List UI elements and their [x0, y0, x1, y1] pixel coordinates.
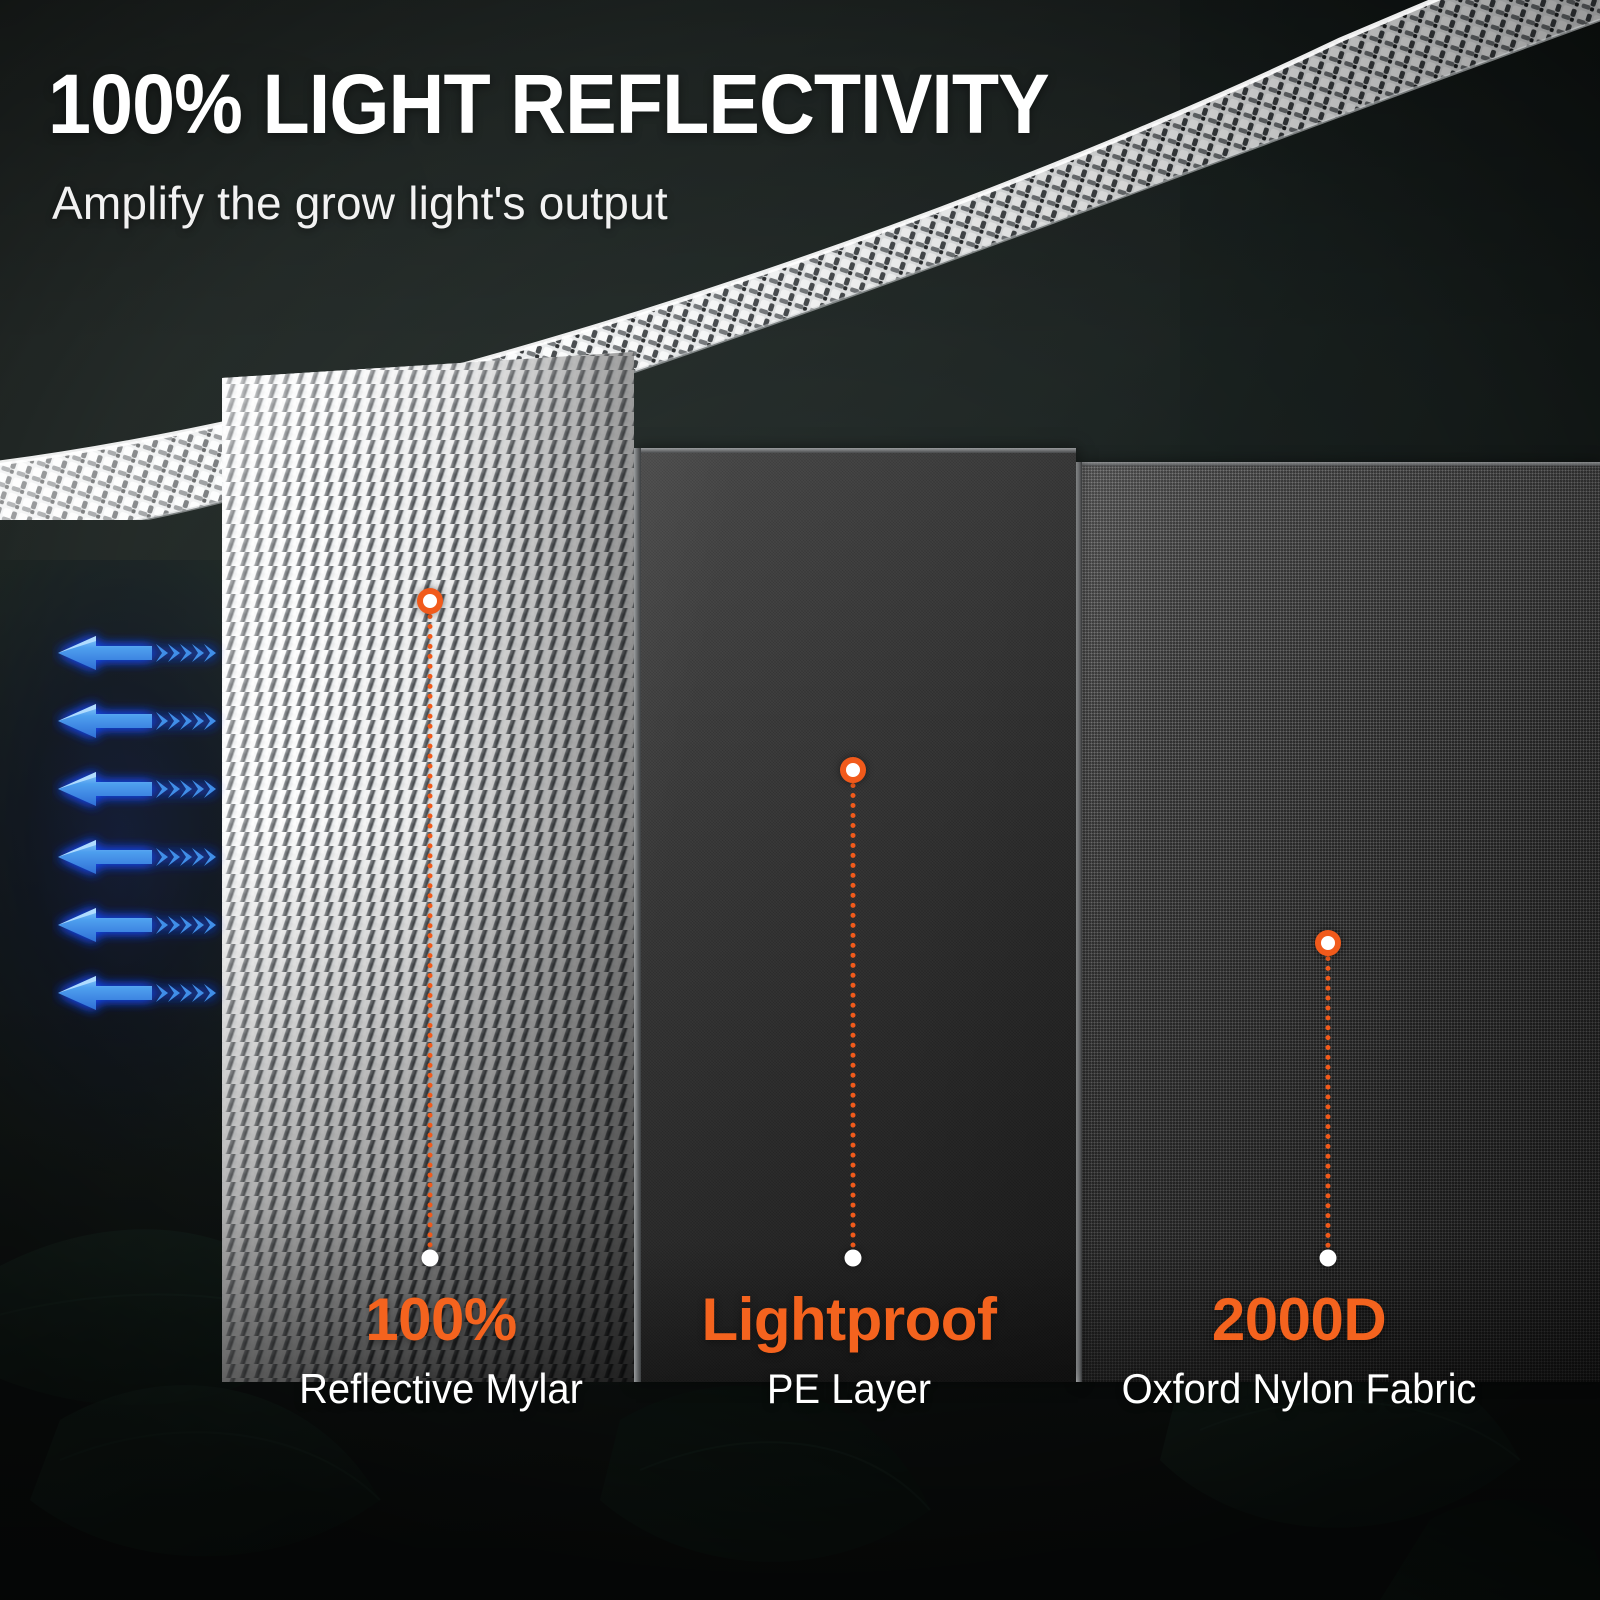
leader-end-dot-nylon — [1319, 1249, 1337, 1267]
pe-layer-panel — [634, 448, 1076, 1382]
leader-end-dot-mylar — [421, 1249, 439, 1267]
page-subtitle: Amplify the grow light's output — [52, 177, 668, 229]
label-sublabel-pe: PE Layer — [766, 1365, 932, 1412]
page-title: 100% LIGHT REFLECTIVITY — [48, 57, 1050, 151]
pe-top-edge — [634, 448, 1076, 453]
leader-line-mylar — [427, 614, 433, 1258]
label-sublabel-mylar: Reflective Mylar — [299, 1365, 583, 1412]
pe-left-edge — [634, 448, 641, 1382]
label-sublabel-nylon: Oxford Nylon Fabric — [1121, 1365, 1477, 1412]
leader-end-dot-pe — [844, 1249, 862, 1267]
marker-dot-pe[interactable] — [840, 757, 866, 783]
leader-line-nylon — [1325, 956, 1331, 1258]
nylon-top-edge — [1076, 462, 1600, 466]
label-headline-mylar: 100% — [365, 1286, 517, 1353]
reflected-light-arrows — [58, 636, 216, 1010]
marker-dot-nylon[interactable] — [1315, 930, 1341, 956]
leader-line-pe — [850, 783, 856, 1258]
label-headline-nylon: 2000D — [1211, 1286, 1387, 1353]
marker-dot-mylar[interactable] — [417, 588, 443, 614]
nylon-shading — [1076, 462, 1600, 1382]
label-headline-pe: Lightproof — [701, 1286, 997, 1353]
nylon-left-edge — [1076, 462, 1082, 1382]
oxford-nylon-panel — [1076, 462, 1600, 1382]
